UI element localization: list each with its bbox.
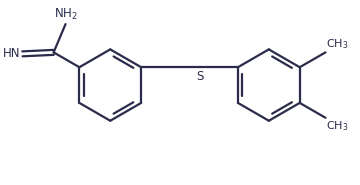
- Text: HN: HN: [3, 47, 21, 60]
- Text: CH$_3$: CH$_3$: [327, 119, 349, 133]
- Text: S: S: [197, 70, 204, 83]
- Text: NH$_2$: NH$_2$: [54, 7, 77, 22]
- Text: CH$_3$: CH$_3$: [327, 38, 349, 51]
